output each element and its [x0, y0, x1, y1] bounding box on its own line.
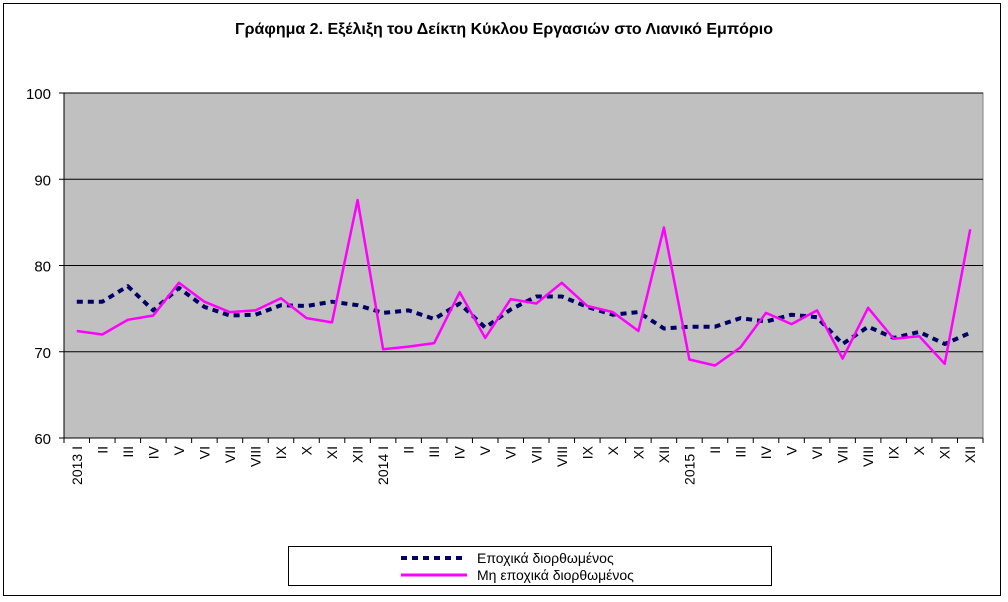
x-tick-label: XII: [656, 446, 672, 463]
x-tick-label: VII: [835, 446, 851, 463]
y-tick-label-70: 70: [34, 345, 51, 362]
x-tick-label: III: [732, 446, 748, 458]
x-tick-label: V: [784, 445, 800, 455]
x-tick-label: X: [911, 445, 927, 455]
series-line-1: [76, 198, 972, 367]
y-tick-label-90: 90: [34, 172, 51, 189]
x-tick-label: III: [120, 446, 136, 458]
x-tick-label: VI: [196, 446, 212, 459]
legend-label-seasonally-adjusted: Εποχικά διορθωμένος: [477, 550, 614, 566]
x-tick-label: IX: [886, 445, 902, 459]
x-tick-label: VI: [809, 446, 825, 459]
x-tick-label: IX: [579, 445, 595, 459]
x-tick-label: XII: [962, 446, 978, 463]
x-tick-label: II: [707, 446, 723, 454]
x-tick-label: III: [426, 446, 442, 458]
x-tick-label: VI: [503, 446, 519, 459]
x-tick-label: VIII: [247, 446, 263, 467]
x-tick-label: VIII: [860, 446, 876, 467]
x-tick-label: XII: [350, 446, 366, 463]
y-tick-label-100: 100: [26, 86, 51, 103]
legend-entry-not-seasonally-adjusted: Μη εποχικά διορθωμένος: [289, 566, 771, 584]
x-tick-label: V: [171, 445, 187, 455]
series-line-0: [76, 284, 972, 346]
chart-title: Γράφημα 2. Εξέλιξη του Δείκτη Κύκλου Εργ…: [235, 21, 773, 38]
x-tick-label: 2014 I: [375, 446, 391, 485]
x-tick-label: XI: [324, 446, 340, 459]
legend: Εποχικά διορθωμένος Μη εποχικά διορθωμέν…: [288, 546, 772, 586]
y-tick-label-80: 80: [34, 259, 51, 276]
x-tick-label: XI: [630, 446, 646, 459]
x-tick-label: 2013 I: [69, 446, 85, 485]
x-tick-label: X: [605, 445, 621, 455]
x-tick-label: IX: [273, 445, 289, 459]
legend-label-not-seasonally-adjusted: Μη εποχικά διορθωμένος: [477, 567, 634, 583]
x-tick-label: IV: [452, 445, 468, 459]
x-tick-label: VIII: [554, 446, 570, 467]
legend-swatch-solid: [401, 573, 467, 577]
x-tick-label: VII: [528, 446, 544, 463]
x-tick-label: IV: [758, 445, 774, 459]
x-tick-label: VII: [222, 446, 238, 463]
x-tick-label: X: [299, 445, 315, 455]
x-tick-label: 2015 I: [681, 446, 697, 485]
x-tick-label: II: [401, 446, 417, 454]
legend-swatch-dashed: [401, 556, 467, 560]
x-tick-label: IV: [145, 445, 161, 459]
y-tick-label-60: 60: [34, 431, 51, 448]
x-tick-label: II: [94, 446, 110, 454]
x-tick-label: V: [477, 445, 493, 455]
legend-entry-seasonally-adjusted: Εποχικά διορθωμένος: [289, 549, 771, 567]
x-tick-label: XI: [937, 446, 953, 459]
